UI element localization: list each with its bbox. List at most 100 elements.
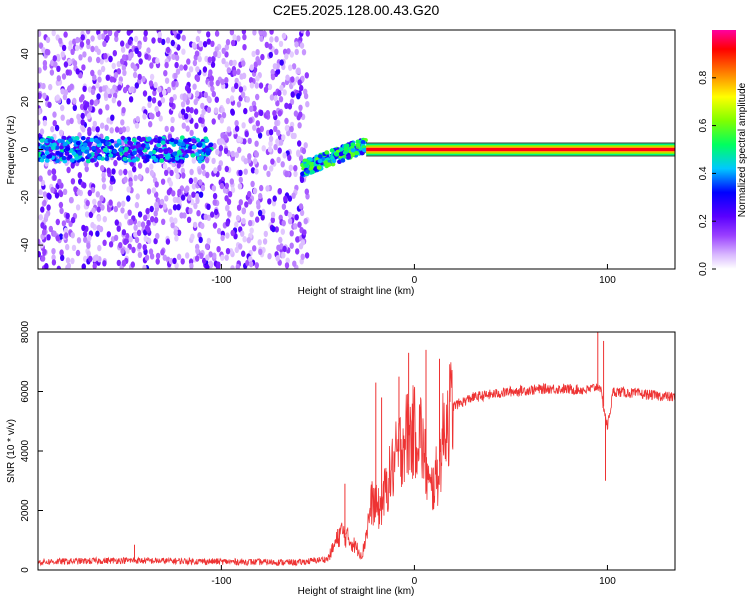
noise-cell bbox=[38, 238, 41, 245]
noise-cell bbox=[241, 30, 247, 35]
noise-cell bbox=[213, 51, 218, 58]
noise-cell bbox=[145, 207, 150, 215]
noise-cell bbox=[257, 239, 262, 246]
noise-cell bbox=[52, 55, 57, 62]
noise-cell bbox=[205, 263, 210, 269]
noise-cell bbox=[90, 69, 95, 77]
noise-cell bbox=[40, 255, 46, 262]
carrier-cell bbox=[141, 155, 147, 160]
noise-cell bbox=[255, 199, 261, 207]
noise-cell bbox=[103, 30, 108, 35]
noise-cell bbox=[85, 199, 90, 207]
noise-cell bbox=[218, 160, 223, 167]
noise-cell bbox=[62, 188, 68, 195]
noise-cell bbox=[127, 38, 132, 46]
noise-cell bbox=[153, 81, 158, 89]
noise-cell bbox=[77, 172, 83, 179]
noise-cell bbox=[58, 190, 64, 198]
noise-cell bbox=[237, 146, 242, 154]
noise-cell bbox=[203, 213, 208, 221]
noise-cell bbox=[102, 239, 107, 246]
noise-cell bbox=[130, 261, 135, 268]
noise-cell bbox=[95, 230, 100, 237]
noise-cell bbox=[297, 140, 302, 147]
noise-cell bbox=[267, 253, 272, 260]
noise-cell bbox=[241, 122, 246, 129]
noise-cell bbox=[210, 85, 215, 93]
carrier-cell bbox=[334, 152, 340, 157]
carrier-cell bbox=[174, 156, 180, 161]
noise-cell bbox=[277, 147, 282, 154]
noise-cell bbox=[60, 104, 65, 112]
carrier-cell bbox=[136, 143, 142, 148]
noise-cell bbox=[166, 86, 172, 94]
noise-cell bbox=[121, 64, 127, 72]
noise-cell bbox=[275, 138, 280, 145]
noise-cell bbox=[194, 50, 200, 57]
carrier-cell bbox=[132, 150, 137, 155]
noise-cell bbox=[149, 163, 154, 170]
noise-cell bbox=[81, 126, 86, 133]
noise-cell bbox=[206, 31, 211, 38]
noise-cell bbox=[263, 164, 268, 171]
noise-cell bbox=[121, 200, 126, 207]
noise-cell bbox=[86, 250, 92, 258]
noise-cell bbox=[267, 198, 272, 205]
noise-cell bbox=[92, 262, 97, 269]
noise-cell bbox=[127, 170, 133, 177]
carrier-cell bbox=[302, 158, 308, 163]
noise-cell bbox=[39, 128, 45, 135]
noise-cell bbox=[193, 202, 198, 210]
spectrogram-y-label: Frequency (Hz) bbox=[6, 116, 17, 185]
noise-cell bbox=[169, 169, 174, 177]
noise-cell bbox=[70, 178, 76, 185]
carrier-cell bbox=[91, 145, 97, 151]
carrier-cell bbox=[122, 156, 128, 162]
noise-cell bbox=[87, 105, 93, 112]
noise-cell bbox=[257, 209, 263, 217]
noise-cell bbox=[120, 40, 125, 47]
snr-x-ticks: -100 0 100 bbox=[211, 565, 616, 587]
noise-cell bbox=[279, 59, 284, 66]
noise-cell bbox=[122, 86, 128, 94]
noise-cell bbox=[268, 135, 274, 142]
noise-cell bbox=[121, 54, 127, 61]
carrier-cell bbox=[160, 140, 166, 145]
noise-cell bbox=[168, 257, 174, 265]
noise-cell bbox=[215, 148, 220, 156]
noise-cell bbox=[298, 203, 304, 210]
noise-cell bbox=[80, 119, 85, 126]
noise-cell bbox=[44, 213, 49, 220]
noise-cell bbox=[272, 63, 278, 70]
noise-cell bbox=[191, 41, 197, 49]
noise-cell bbox=[273, 125, 278, 132]
noise-cell bbox=[83, 236, 88, 243]
noise-cell bbox=[66, 262, 72, 269]
noise-cell bbox=[274, 226, 279, 233]
noise-cell bbox=[203, 126, 208, 133]
noise-cell bbox=[126, 195, 131, 202]
noise-cell bbox=[215, 79, 220, 87]
noise-cell bbox=[151, 187, 157, 194]
carrier-cell bbox=[100, 139, 105, 144]
noise-cell bbox=[175, 196, 180, 204]
noise-cell bbox=[241, 250, 246, 257]
carrier-cell bbox=[183, 138, 188, 143]
noise-cell bbox=[160, 178, 166, 185]
carrier-cell bbox=[172, 151, 178, 156]
carrier-cell bbox=[204, 138, 210, 143]
noise-cell bbox=[111, 168, 116, 175]
noise-cell bbox=[85, 101, 90, 108]
noise-cell bbox=[195, 255, 200, 262]
noise-cell bbox=[270, 211, 276, 218]
noise-cell bbox=[102, 260, 107, 267]
noise-cell bbox=[244, 201, 249, 208]
noise-cell bbox=[116, 225, 121, 232]
noise-cell bbox=[74, 44, 80, 52]
noise-cell bbox=[134, 47, 139, 54]
noise-cell bbox=[287, 195, 293, 202]
noise-cell bbox=[125, 232, 130, 240]
noise-cell bbox=[296, 93, 301, 100]
noise-cell bbox=[176, 204, 181, 211]
noise-cell bbox=[268, 51, 273, 59]
